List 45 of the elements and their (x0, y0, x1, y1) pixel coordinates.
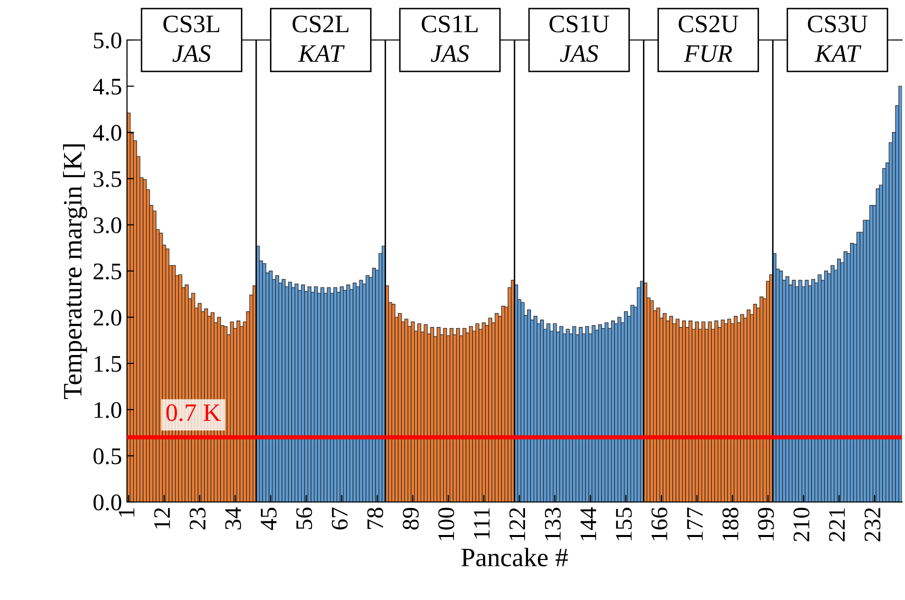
y-tick-label: 5.0 (94, 32, 122, 49)
x-tick-label: 133 (544, 508, 561, 540)
y-tick-label: 3.0 (94, 217, 122, 234)
x-tick-label: 144 (580, 507, 596, 540)
x-tick-label: 199 (758, 508, 774, 540)
x-tick-label: 67 (332, 508, 348, 530)
bar (837, 258, 841, 502)
x-tick-label: 12 (154, 508, 170, 528)
y-axis-title: Temperature margin [K] (63, 144, 88, 400)
annotation: CS2L KAT (292, 16, 348, 62)
bar (268, 270, 273, 502)
x-tick-label: 111 (474, 508, 490, 538)
x-tick-label: 177 (687, 508, 703, 540)
x-tick-label: 221 (829, 508, 845, 542)
x-tick-label: 78 (367, 508, 384, 529)
ref-line-label: 0.7 K (166, 404, 221, 422)
annotation: CS2U FUR (678, 16, 738, 62)
y-tick-label: 0.0 (94, 494, 122, 511)
y-tick-label: 4.5 (93, 78, 122, 95)
y-tick-label: 2.5 (94, 264, 122, 280)
x-tick-label: 166 (651, 508, 668, 540)
x-axis-title: Pancake # (461, 548, 568, 566)
x-tick-label: 188 (722, 508, 738, 540)
bar (898, 86, 902, 502)
x-tick-label: 34 (225, 507, 242, 530)
x-tick-label: 155 (616, 508, 632, 540)
x-tick-label: 100 (438, 508, 454, 540)
x-tick-label: 1 (118, 508, 134, 517)
y-tick-label: 2.0 (94, 310, 122, 326)
x-tick-label: 232 (864, 508, 880, 542)
y-tick-label: 4.0 (93, 124, 122, 141)
annotation: CS3U KAT (808, 16, 868, 62)
y-tick-label: 1.0 (94, 402, 122, 418)
x-tick-label: 23 (190, 508, 206, 530)
x-tick-label: 122 (509, 508, 526, 540)
x-tick-label: 89 (402, 508, 419, 530)
annotation: CS1L JAS (422, 16, 478, 62)
y-tick-label: 3.5 (94, 171, 122, 188)
x-tick-label: 45 (260, 508, 277, 530)
annotation: CS3L JAS (163, 16, 220, 62)
y-tick-label: 0.5 (94, 448, 122, 464)
x-tick-label: 210 (793, 508, 810, 542)
x-tick-label: 56 (296, 508, 312, 530)
annotation: CS1U JAS (550, 16, 610, 62)
y-tick-label: 1.5 (94, 356, 122, 372)
